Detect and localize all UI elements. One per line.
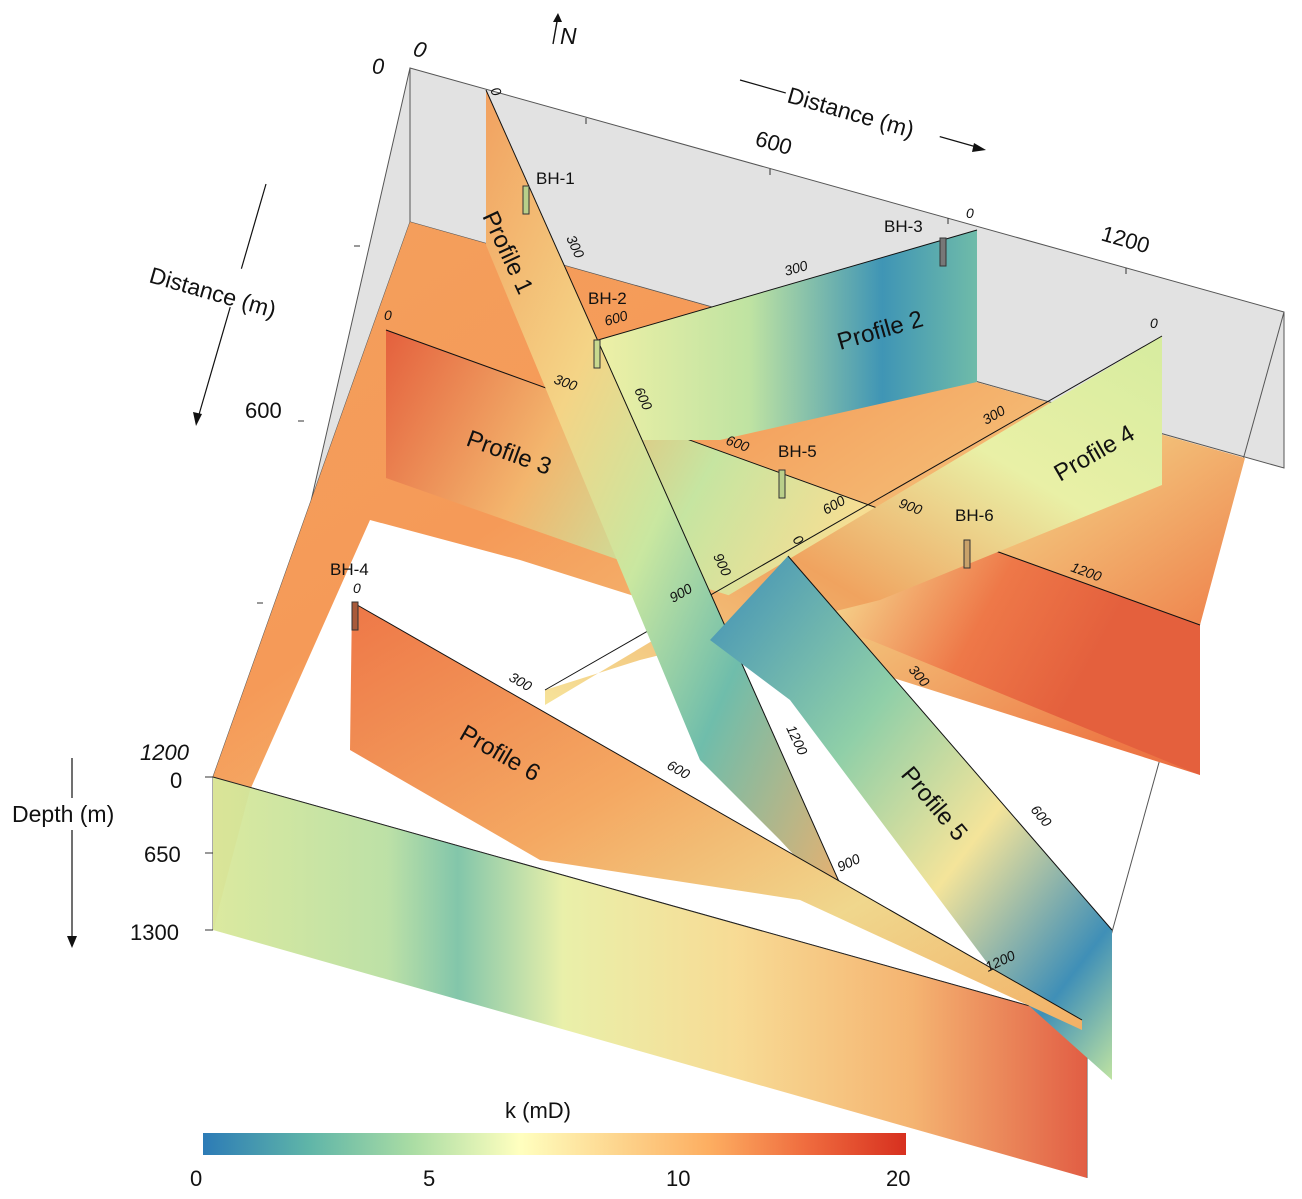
colorbar-gradient: [203, 1133, 906, 1155]
depth-arrow-down-icon: [67, 936, 77, 948]
left-tick-1200: 1200: [140, 740, 190, 765]
north-label: N: [560, 23, 577, 49]
colorbar-tick-20: 20: [886, 1166, 910, 1191]
borehole-bh-3: [939, 237, 947, 267]
colorbar-tick-5: 5: [423, 1166, 435, 1191]
north-arrow-icon: [553, 13, 562, 22]
p6-tick-600: 600: [665, 757, 693, 783]
top-tick-1200: 1200: [1099, 221, 1153, 259]
borehole-label-bh-1: BH-1: [536, 169, 575, 188]
borehole-bh-5: [778, 469, 786, 499]
borehole-bh-4: [351, 601, 359, 631]
top-tick-0: 0: [411, 36, 430, 64]
colorbar-tick-10: 10: [666, 1166, 690, 1191]
depth-tick-1300: 1300: [130, 920, 179, 945]
colorbar-tick-0: 0: [190, 1166, 202, 1191]
boreholes: BH-1 BH-2 BH-3 BH-4 BH-5 BH-6: [330, 169, 994, 631]
borehole-label-bh-2: BH-2: [588, 289, 627, 308]
p1-tick-1200: 1200: [783, 723, 811, 758]
depth-label: Depth (m): [12, 801, 114, 827]
borehole-bh-2: [593, 339, 601, 369]
depth-tick-0: 0: [170, 768, 182, 793]
p3-tick-0: 0: [384, 307, 392, 323]
borehole-label-bh-3: BH-3: [884, 217, 923, 236]
p4-tick-0: 0: [1150, 315, 1158, 331]
p3-tick-300: 300: [552, 371, 580, 394]
p2-tick-0: 0: [966, 205, 974, 221]
top-tick-600: 600: [753, 126, 795, 160]
p2-tick-300: 300: [782, 257, 809, 279]
p5-tick-600: 600: [1028, 802, 1055, 830]
depth-tick-650: 650: [144, 842, 181, 867]
p3-tick-900: 900: [897, 495, 925, 518]
profile-2-panel: [598, 230, 977, 440]
p6-tick-300: 300: [507, 669, 535, 695]
depth-axis: Depth (m) 0 650 1300: [8, 758, 213, 948]
borehole-label-bh-4: BH-4: [330, 560, 369, 579]
p5-tick-900: 900: [835, 850, 863, 874]
north-arrow: N: [552, 13, 577, 49]
borehole-label-bh-6: BH-6: [955, 506, 994, 525]
colorbar-title: k (mD): [505, 1098, 571, 1123]
p6-tick-0: 0: [353, 580, 361, 596]
front-wall-slice: [213, 777, 1087, 1178]
borehole-bh-6: [963, 539, 971, 569]
profile-6-panel: [350, 602, 1082, 1030]
p3-tick-600: 600: [724, 432, 752, 455]
colorbar: k (mD) 0 5 10 20: [190, 1098, 910, 1191]
borehole-label-bh-5: BH-5: [778, 442, 817, 461]
arrow-right-icon: [972, 143, 986, 152]
profile-1-panel: [486, 90, 845, 910]
profile-5-panel: [710, 556, 1112, 1080]
borehole-bh-1: [522, 185, 530, 215]
left-tick-600: 600: [245, 398, 282, 423]
arrow-down-icon: [193, 412, 202, 426]
p2-tick-600: 600: [602, 307, 629, 329]
left-tick-0: 0: [372, 54, 385, 79]
